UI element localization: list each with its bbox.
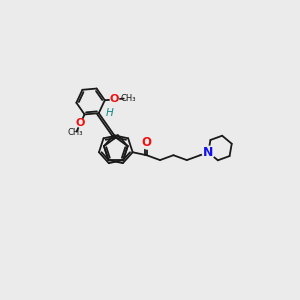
Text: CH₃: CH₃: [120, 94, 136, 103]
Text: H: H: [105, 108, 113, 118]
Text: N: N: [203, 146, 214, 159]
Text: O: O: [142, 136, 152, 148]
Text: O: O: [110, 94, 119, 104]
Text: O: O: [76, 118, 85, 128]
Text: CH₃: CH₃: [68, 128, 83, 137]
